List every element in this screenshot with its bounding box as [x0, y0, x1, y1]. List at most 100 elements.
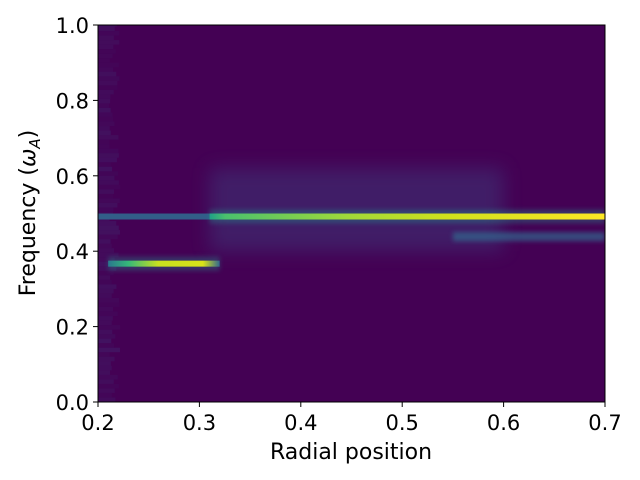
noise-cell — [98, 370, 111, 375]
noise-cell — [98, 31, 120, 36]
y-tick-label: 0.6 — [56, 165, 89, 189]
noise-cell — [98, 257, 115, 262]
noise-cell — [98, 243, 112, 249]
noise-cell — [98, 148, 119, 154]
dominant-band-low — [108, 260, 220, 267]
y-tick-label: 0.8 — [56, 89, 89, 113]
noise-cell — [98, 325, 121, 330]
noise-cell — [98, 270, 114, 276]
noise-cell — [98, 198, 120, 203]
noise-cell — [98, 153, 119, 158]
noise-cell — [98, 62, 119, 68]
noise-cell — [98, 139, 110, 145]
noise-cell — [98, 130, 111, 136]
noise-cell — [98, 261, 113, 267]
plot-area — [97, 24, 606, 403]
noise-cell — [98, 180, 119, 185]
noise-cell — [98, 379, 114, 384]
noise-cell — [98, 189, 115, 194]
noise-cell — [98, 361, 111, 366]
noise-cell — [98, 383, 119, 389]
noise-cell — [98, 311, 118, 317]
noise-cell — [98, 202, 118, 208]
noise-cell — [98, 239, 111, 244]
noise-cell — [98, 329, 113, 335]
noise-cell — [98, 221, 117, 226]
noise-cell — [98, 347, 120, 353]
x-tick-label: 0.2 — [81, 411, 114, 435]
x-tick-label: 0.5 — [385, 411, 418, 435]
noise-cell — [98, 334, 116, 339]
faint-band — [98, 213, 210, 220]
noise-cell — [98, 275, 111, 280]
y-axis-label-close: ) — [16, 130, 41, 139]
noise-cell — [98, 26, 115, 32]
noise-cell — [98, 35, 114, 41]
noise-cell — [98, 252, 119, 258]
noise-cell — [98, 207, 114, 212]
noise-cell — [98, 107, 111, 113]
noise-cell — [98, 171, 119, 176]
noise-cell — [98, 356, 115, 362]
noise-cell — [98, 230, 120, 235]
noise-cell — [98, 157, 117, 163]
noise-cell — [98, 44, 114, 50]
y-tick-label: 0.0 — [56, 391, 89, 415]
noise-cell — [98, 121, 115, 127]
noise-cell — [98, 320, 112, 326]
noise-cell — [98, 58, 110, 63]
plot-frame — [97, 24, 606, 403]
x-tick-label: 0.4 — [284, 411, 317, 435]
sideband — [452, 232, 605, 242]
noise-cell — [98, 80, 118, 86]
y-axis-label: Frequency (ωA) — [16, 130, 44, 297]
noise-cell — [98, 288, 114, 294]
noise-cell — [98, 94, 111, 99]
noise-cell — [98, 193, 114, 199]
noise-cell — [98, 175, 115, 181]
noise-cell — [98, 234, 118, 240]
y-axis-label-subscript: A — [26, 138, 44, 149]
noise-cell — [98, 144, 110, 149]
noise-cell — [98, 293, 112, 298]
noise-cell — [98, 248, 115, 253]
y-axis-label-main: Frequency ( — [16, 167, 41, 296]
x-axis-label: Radial position — [270, 440, 432, 465]
x-axis: 0.2 0.3 0.4 0.5 0.6 0.7 — [81, 402, 622, 435]
heatmap-image — [98, 25, 605, 402]
noise-cell — [98, 40, 120, 45]
noise-cell — [98, 112, 113, 117]
noise-cell — [98, 225, 119, 231]
x-tick-label: 0.3 — [183, 411, 216, 435]
noise-cell — [98, 162, 111, 167]
noise-cell — [98, 49, 116, 54]
noise-cell — [98, 279, 112, 285]
noise-cell — [98, 85, 118, 90]
noise-cell — [98, 297, 120, 303]
y-tick-label: 0.2 — [56, 316, 89, 340]
noise-cell — [98, 53, 113, 59]
y-axis-label-symbol: ω — [16, 149, 41, 167]
x-tick-label: 0.7 — [588, 411, 621, 435]
noise-cell — [98, 388, 115, 393]
noise-cell — [98, 71, 117, 77]
y-tick-label: 1.0 — [56, 14, 89, 38]
noise-cell — [98, 302, 120, 307]
noise-cell — [98, 116, 114, 122]
noise-cell — [98, 338, 112, 344]
x-tick-label: 0.6 — [487, 411, 520, 435]
y-tick-label: 0.4 — [56, 240, 89, 264]
noise-cell — [98, 67, 114, 72]
noise-cell — [98, 343, 115, 348]
noise-cell — [98, 266, 117, 271]
dominant-band-main — [209, 213, 605, 220]
noise-cell — [98, 103, 110, 108]
noise-cell — [98, 25, 117, 27]
noise-cell — [98, 392, 112, 398]
noise-cell — [98, 374, 118, 380]
noise-cell — [98, 397, 116, 402]
y-axis: 0.0 0.2 0.4 0.6 0.8 1.0 — [56, 14, 98, 415]
noise-cell — [98, 184, 121, 190]
noise-cell — [98, 284, 117, 289]
